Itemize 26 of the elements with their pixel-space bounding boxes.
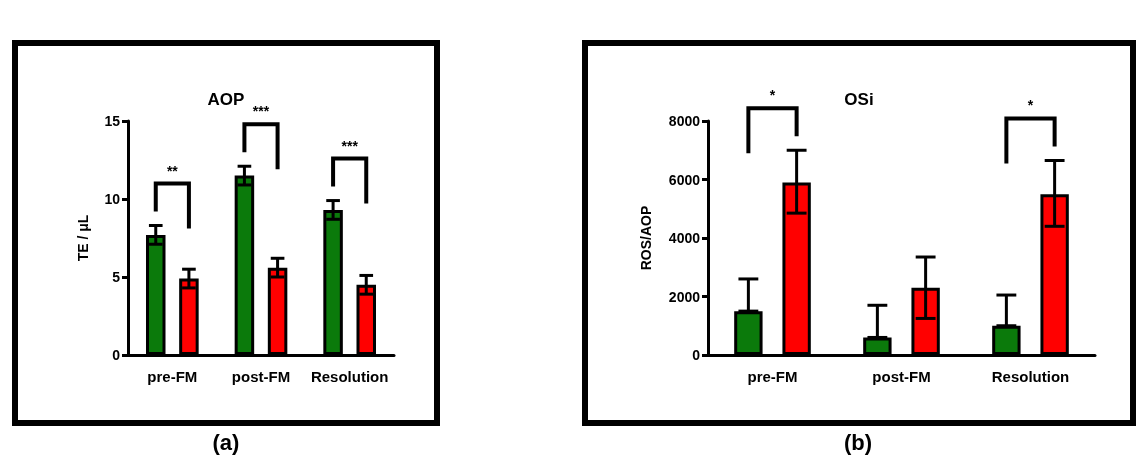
- chart-title: AOP: [207, 90, 245, 109]
- y-tick-label: 10: [104, 191, 121, 207]
- x-tick-label: pre-FM: [147, 368, 198, 385]
- y-tick-label: 6000: [668, 171, 701, 188]
- y-axis-title: TE / μL: [75, 214, 91, 262]
- y-tick-label: 2000: [668, 288, 701, 305]
- x-tick-label: post-FM: [231, 368, 291, 385]
- y-tick-label: 5: [112, 269, 121, 285]
- y-tick-label: 0: [692, 347, 701, 363]
- x-tick-label: Resolution: [310, 368, 389, 385]
- y-axis-title: ROS/AOP: [638, 205, 654, 271]
- text: *: [1027, 97, 1034, 114]
- y-tick-label: 0: [112, 347, 121, 363]
- text: ***: [252, 103, 270, 120]
- chart-title: OSi: [844, 90, 874, 109]
- y-tick-label: 4000: [668, 230, 701, 246]
- x-tick-label: pre-FM: [747, 368, 798, 385]
- x-tick-label: Resolution: [991, 368, 1070, 385]
- annotation: ***: [341, 137, 359, 154]
- x-tick-label: post-FM: [872, 368, 931, 385]
- text: (a): [211, 430, 241, 456]
- y-tick-label: 8000: [668, 113, 701, 129]
- text: (b): [842, 430, 874, 456]
- annotation: **: [166, 162, 179, 179]
- y-tick-label: 15: [104, 113, 121, 129]
- text: *: [769, 87, 776, 104]
